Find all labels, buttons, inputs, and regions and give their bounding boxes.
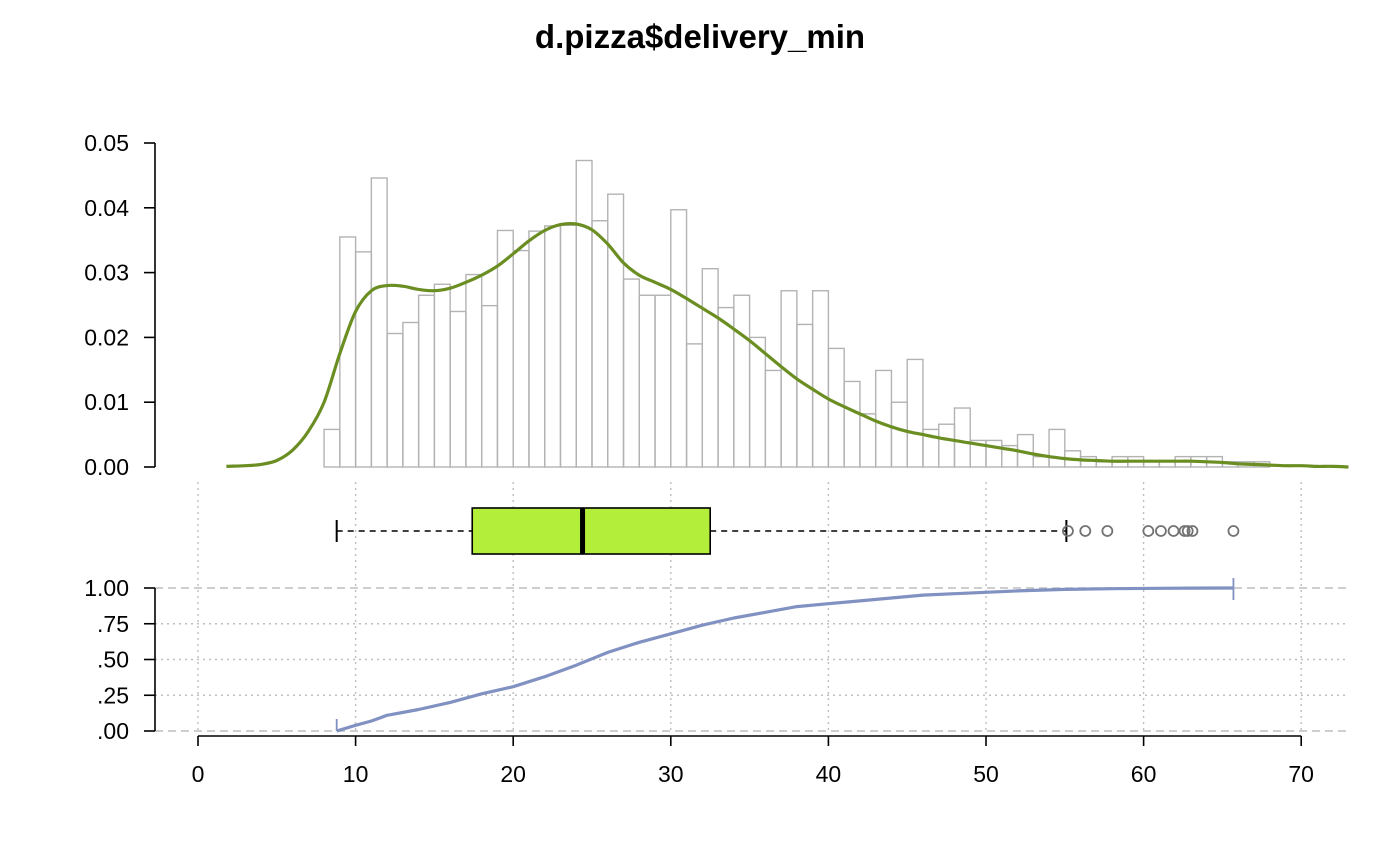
ecdf-y-tick-label: .25 bbox=[97, 682, 129, 708]
x-tick-label: 30 bbox=[658, 761, 684, 787]
histogram-bar bbox=[733, 294, 751, 468]
histogram-bar bbox=[575, 159, 593, 468]
ecdf-grid bbox=[155, 587, 1348, 732]
histogram-bar bbox=[591, 220, 609, 468]
boxplot-panel bbox=[335, 507, 1240, 555]
ecdf-y-tick-label: .75 bbox=[97, 611, 129, 637]
histogram-bar bbox=[449, 310, 467, 468]
boxplot-outlier bbox=[1178, 525, 1191, 537]
histogram-bar bbox=[874, 369, 893, 468]
x-tick-label: 50 bbox=[973, 761, 999, 787]
histogram-bar bbox=[764, 369, 782, 468]
histogram-y-axis: 0.00 0.01 0.02 0.03 0.04 0.05 bbox=[84, 130, 156, 480]
vertical-grid bbox=[197, 482, 1302, 731]
density-layer bbox=[226, 221, 1349, 469]
histogram-bar bbox=[670, 209, 688, 468]
ecdf-panel bbox=[335, 578, 1235, 733]
histogram-bar bbox=[465, 273, 483, 468]
histogram-bar bbox=[717, 306, 735, 468]
histogram-y-tick-label: 0.00 bbox=[84, 454, 129, 480]
boxplot-outlier bbox=[1186, 525, 1199, 537]
x-axis: 0 10 20 30 40 50 60 70 bbox=[192, 735, 1314, 787]
histogram-bars bbox=[323, 159, 1271, 468]
boxplot-outlier bbox=[1062, 525, 1074, 537]
histogram-bar bbox=[386, 332, 404, 468]
histogram-bar bbox=[433, 283, 451, 468]
boxplot-outlier bbox=[1142, 525, 1155, 537]
histogram-bar bbox=[559, 224, 577, 468]
x-tick-label: 0 bbox=[192, 761, 205, 787]
histogram-bar bbox=[843, 380, 861, 468]
boxplot-outlier bbox=[1227, 525, 1240, 537]
histogram-bar bbox=[811, 290, 830, 468]
ecdf-y-tick-label: .00 bbox=[97, 718, 129, 744]
histogram-bar bbox=[701, 268, 719, 468]
histogram-bar bbox=[417, 294, 436, 468]
histogram-y-tick-label: 0.01 bbox=[84, 389, 129, 415]
histogram-bar bbox=[796, 323, 814, 468]
boxplot-outlier bbox=[1155, 525, 1167, 537]
ecdf-y-tick-label: 1.00 bbox=[84, 575, 129, 601]
x-tick-label: 40 bbox=[816, 761, 842, 787]
histogram-bar bbox=[1032, 455, 1050, 468]
histogram-y-tick-label: 0.03 bbox=[84, 260, 129, 286]
histogram-bar bbox=[480, 304, 499, 468]
histogram-bar bbox=[354, 251, 373, 468]
histogram-bar bbox=[906, 358, 924, 468]
histogram-bar bbox=[859, 413, 877, 468]
boxplot-outlier bbox=[1101, 525, 1114, 537]
histogram-bar bbox=[1048, 428, 1066, 468]
boxplot-outlier bbox=[1181, 525, 1194, 537]
histogram-bar bbox=[402, 321, 420, 468]
histogram-bar bbox=[654, 294, 672, 468]
histogram-bar bbox=[323, 428, 341, 468]
histogram-bar bbox=[938, 423, 956, 468]
boxplot-box bbox=[471, 507, 711, 555]
histogram-bar bbox=[370, 177, 388, 468]
histogram-bar bbox=[607, 193, 625, 468]
boxplot-outlier bbox=[1167, 525, 1180, 537]
x-tick-label: 20 bbox=[500, 761, 526, 787]
histogram-bar bbox=[512, 249, 530, 468]
ecdf-y-tick-label: .50 bbox=[97, 647, 129, 673]
histogram-bar bbox=[622, 278, 640, 468]
histogram-y-tick-label: 0.02 bbox=[84, 324, 129, 350]
chart-title: d.pizza$delivery_min bbox=[534, 18, 866, 55]
histogram-y-tick-label: 0.04 bbox=[84, 195, 129, 221]
histogram-bar bbox=[827, 347, 845, 468]
x-tick-label: 60 bbox=[1131, 761, 1157, 787]
x-tick-label: 70 bbox=[1288, 761, 1314, 787]
histogram-bar bbox=[638, 294, 656, 468]
histogram-bar bbox=[339, 236, 357, 468]
histogram-y-tick-label: 0.05 bbox=[84, 130, 129, 156]
ecdf-curve bbox=[336, 586, 1234, 733]
histogram-bar bbox=[685, 343, 704, 468]
histogram-bar bbox=[544, 225, 562, 468]
histogram-bar bbox=[953, 407, 971, 468]
x-tick-label: 10 bbox=[343, 761, 369, 787]
histogram-bar bbox=[748, 336, 767, 468]
histogram-bar bbox=[528, 230, 546, 468]
histogram-bar bbox=[890, 401, 908, 468]
ecdf-y-axis: .00 .25 .50 .75 1.00 bbox=[84, 575, 156, 744]
density-curve bbox=[226, 221, 1349, 469]
boxplot-outlier bbox=[1079, 525, 1092, 537]
